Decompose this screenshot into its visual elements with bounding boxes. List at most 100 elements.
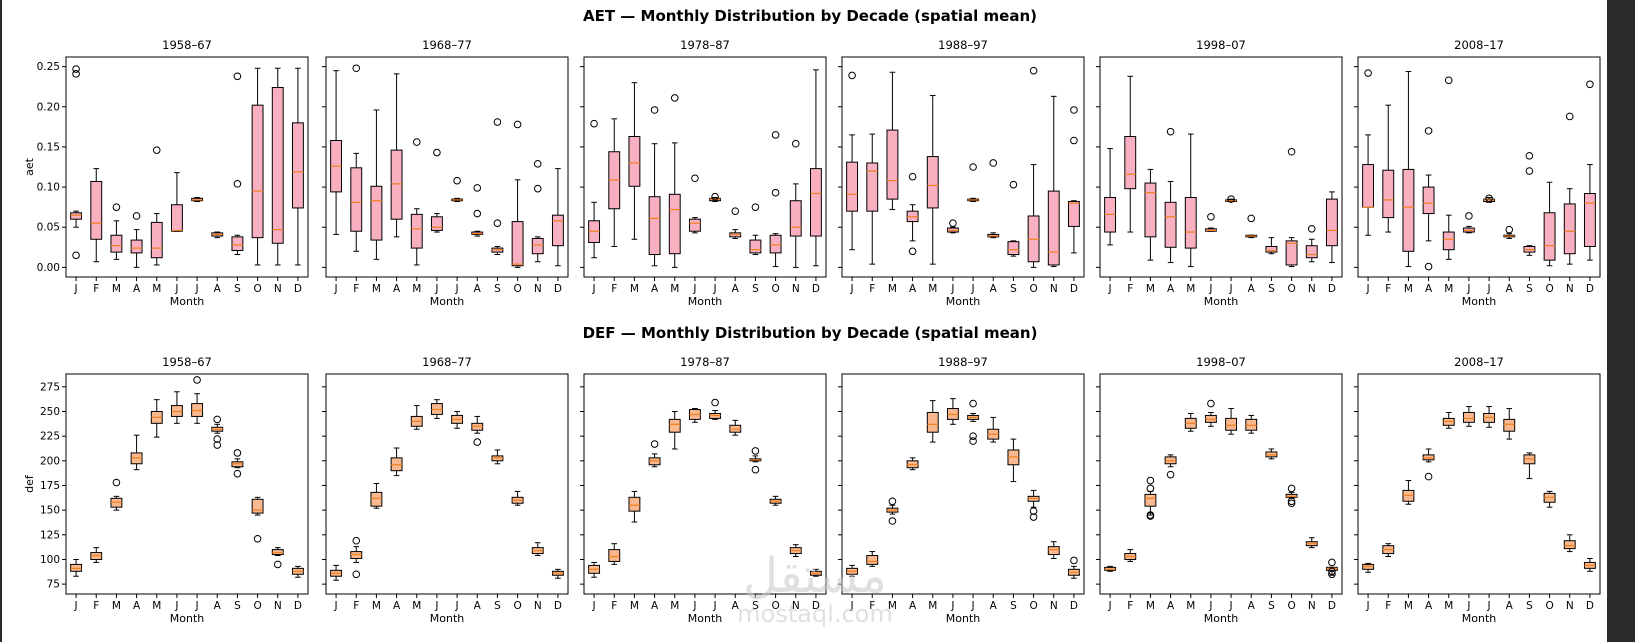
box (926, 411, 939, 433)
box (271, 87, 284, 244)
axes-frame (583, 56, 827, 278)
x-tick-label: A (651, 283, 659, 295)
x-axis-label: Month (430, 612, 465, 625)
x-tick-label: D (812, 600, 820, 612)
x-tick-label: J (174, 600, 178, 612)
flier-point (1029, 66, 1038, 75)
flier-point (650, 106, 659, 114)
box (1503, 418, 1516, 432)
box (1583, 192, 1596, 247)
flier-point (691, 174, 699, 183)
flier-point (493, 219, 502, 228)
x-tick-label: J (950, 283, 954, 295)
watermark-arabic: مستقل (743, 548, 887, 604)
x-tick-label: J (1208, 600, 1212, 612)
flier-point (273, 560, 282, 569)
x-tick-label: A (1425, 600, 1433, 612)
x-tick-label: O (1545, 600, 1553, 612)
x-tick-label: M (1444, 283, 1453, 295)
flier-point (1247, 214, 1256, 223)
x-tick-label: J (1487, 283, 1491, 295)
flier-point (233, 449, 242, 457)
box (511, 221, 524, 267)
axes-frame (1357, 373, 1601, 595)
box (886, 129, 899, 200)
y-tick-label: 0.15 (37, 141, 60, 153)
x-tick-label: S (1526, 283, 1533, 295)
y-tick-label: 225 (40, 431, 60, 443)
box (251, 498, 264, 514)
box (866, 162, 879, 212)
x-tick-label: J (1466, 283, 1470, 295)
aet-suptitle: AET — Monthly Distribution by Decade (sp… (583, 7, 1037, 25)
flier-point (969, 432, 977, 440)
flier-point (949, 219, 957, 228)
box (1164, 201, 1177, 248)
panel-title: 1978–87 (680, 38, 730, 52)
x-axis-label: Month (430, 295, 465, 308)
flier-point (751, 447, 760, 455)
axes-frame (65, 373, 309, 595)
box (1047, 546, 1060, 556)
box (130, 239, 143, 254)
flier-point (352, 64, 361, 73)
x-tick-label: D (554, 600, 562, 612)
x-tick-label: M (412, 600, 421, 612)
flier-point (72, 251, 80, 260)
box (1422, 186, 1435, 215)
x-tick-label: M (1146, 283, 1155, 295)
box (608, 549, 621, 562)
flier-point (888, 517, 897, 525)
flier-point (213, 415, 222, 424)
x-tick-label: J (1108, 283, 1112, 295)
x-tick-label: O (1545, 283, 1553, 295)
axes-frame (841, 56, 1085, 278)
box (1144, 493, 1157, 507)
x-axis-label: Month (946, 612, 981, 625)
x-tick-label: F (611, 283, 617, 295)
x-tick-label: A (393, 600, 401, 612)
flier-point (1287, 499, 1296, 508)
x-tick-label: N (1566, 600, 1574, 612)
panel-title: 1958–67 (162, 38, 212, 52)
box (551, 214, 564, 247)
axes-frame (325, 56, 569, 278)
box (1325, 198, 1338, 247)
box (1442, 231, 1455, 251)
x-tick-label: M (670, 283, 679, 295)
x-tick-label: D (1586, 600, 1594, 612)
flier-point (433, 148, 441, 157)
x-tick-label: N (792, 283, 800, 295)
x-axis-label: Month (170, 295, 205, 308)
x-tick-label: O (1029, 600, 1037, 612)
axes-frame (65, 56, 309, 278)
x-tick-label: F (1385, 283, 1391, 295)
flier-point (453, 176, 461, 185)
box (648, 196, 661, 256)
x-tick-label: A (732, 283, 740, 295)
flier-point (112, 203, 121, 211)
box (1362, 164, 1375, 208)
x-tick-label: J (74, 283, 78, 295)
x-tick-label: S (1010, 600, 1017, 612)
box (1184, 197, 1197, 249)
axes-frame (325, 373, 569, 595)
flier-point (132, 212, 141, 220)
flier-point (771, 131, 780, 139)
flier-point (193, 376, 201, 384)
x-tick-label: M (112, 600, 121, 612)
flier-point (969, 437, 977, 445)
box (628, 135, 641, 187)
x-tick-label: O (771, 600, 779, 612)
flier-point (233, 72, 242, 81)
x-tick-label: S (1010, 283, 1017, 295)
y-tick-label: 0.05 (37, 222, 60, 234)
flier-point (1424, 127, 1433, 135)
panel-title: 1968–77 (422, 38, 472, 52)
x-tick-label: F (93, 283, 99, 295)
panel-title: 1998–07 (1196, 38, 1246, 52)
flier-point (72, 70, 80, 78)
x-tick-label: O (1287, 283, 1295, 295)
